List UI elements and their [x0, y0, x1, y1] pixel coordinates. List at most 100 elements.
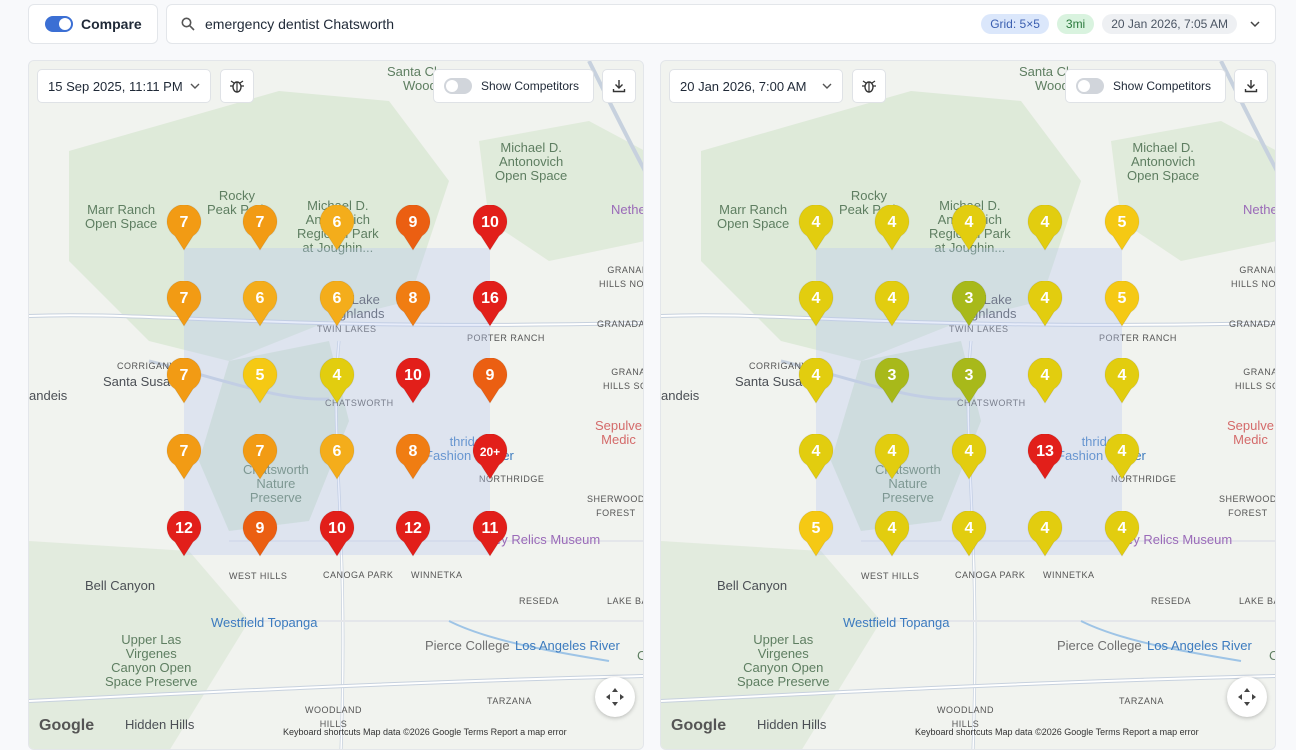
rank-value: 4 — [887, 520, 897, 537]
theme-toggle-button[interactable] — [220, 69, 254, 103]
competitors-switch[interactable] — [1076, 78, 1104, 94]
rank-pin[interactable]: 6 — [319, 205, 355, 251]
rank-pin[interactable]: 4 — [798, 358, 834, 404]
rank-pin[interactable]: 16 — [472, 281, 508, 327]
map-label-chatsworth: CHATSWORTH — [325, 398, 394, 408]
rank-pin[interactable]: 4 — [1027, 281, 1063, 327]
map-pin-icon — [951, 205, 987, 251]
rank-value: 4 — [1117, 367, 1127, 384]
map-pin-icon — [472, 511, 508, 557]
rank-value: 3 — [887, 367, 897, 384]
rank-pin[interactable]: 4 — [874, 281, 910, 327]
rank-pin[interactable]: 9 — [395, 205, 431, 251]
rank-pin[interactable]: 4 — [1027, 511, 1063, 557]
google-logo: Google — [39, 717, 95, 734]
rank-pin[interactable]: 13 — [1027, 434, 1063, 480]
download-icon — [1244, 80, 1258, 93]
rank-pin[interactable]: 12 — [395, 511, 431, 557]
scan-date-select[interactable]: 15 Sep 2025, 11:11 PM — [37, 69, 211, 103]
rank-pin[interactable]: 3 — [874, 358, 910, 404]
rank-pin[interactable]: 3 — [951, 358, 987, 404]
scan-date-select[interactable]: 20 Jan 2026, 7:00 AM — [669, 69, 843, 103]
rank-pin[interactable]: 4 — [319, 358, 355, 404]
rank-pin[interactable]: 10 — [472, 205, 508, 251]
rank-pin[interactable]: 4 — [951, 205, 987, 251]
map-pin-icon — [242, 281, 278, 327]
map-pin-icon — [951, 434, 987, 480]
left-map-panel[interactable]: Santa Clara Woodl Michael D. Antonovich O… — [28, 60, 644, 750]
rank-pin[interactable]: 20+ — [472, 434, 508, 480]
download-button[interactable] — [602, 69, 636, 103]
theme-toggle-button[interactable] — [852, 69, 886, 103]
map-label-sepulveda: Sepulve Medic — [1227, 418, 1274, 447]
rank-pin[interactable]: 4 — [1104, 511, 1140, 557]
rank-pin[interactable]: 12 — [166, 511, 202, 557]
rank-pin[interactable]: 4 — [874, 434, 910, 480]
rank-pin[interactable]: 8 — [395, 281, 431, 327]
rank-pin[interactable]: 4 — [1027, 358, 1063, 404]
map-label-northridge: NORTHRIDGE — [1111, 474, 1177, 484]
rank-pin[interactable]: 10 — [319, 511, 355, 557]
map-label-chatsworth: CHATSWORTH — [957, 398, 1026, 408]
show-competitors-toggle[interactable]: Show Competitors — [433, 69, 594, 103]
compare-toggle-switch[interactable] — [45, 16, 73, 32]
map-pin-icon — [1104, 434, 1140, 480]
rank-pin[interactable]: 4 — [951, 434, 987, 480]
rank-pin[interactable]: 7 — [242, 205, 278, 251]
rank-pin[interactable]: 5 — [1104, 205, 1140, 251]
map-pin-icon — [395, 281, 431, 327]
rank-value: 5 — [811, 520, 821, 537]
rank-value: 7 — [179, 443, 189, 460]
map-label-marr-ranch: Marr Ranch Open Space — [717, 202, 790, 231]
compare-toggle-button[interactable]: Compare — [28, 4, 158, 44]
rank-value: 7 — [255, 443, 265, 460]
rank-pin[interactable]: 5 — [1104, 281, 1140, 327]
rank-pin[interactable]: 6 — [319, 434, 355, 480]
rank-pin[interactable]: 7 — [166, 358, 202, 404]
map-pin-icon — [951, 358, 987, 404]
rank-pin[interactable]: 7 — [166, 205, 202, 251]
rank-pin[interactable]: 10 — [395, 358, 431, 404]
rank-pin[interactable]: 4 — [1104, 434, 1140, 480]
rank-pin[interactable]: 5 — [798, 511, 834, 557]
rank-pin[interactable]: 4 — [874, 205, 910, 251]
rank-pin[interactable]: 4 — [1027, 205, 1063, 251]
rank-pin[interactable]: 9 — [242, 511, 278, 557]
rank-pin[interactable]: 4 — [951, 511, 987, 557]
rank-pin[interactable]: 4 — [1104, 358, 1140, 404]
rank-pin[interactable]: 11 — [472, 511, 508, 557]
rank-pin[interactable]: 6 — [319, 281, 355, 327]
download-icon — [612, 80, 626, 93]
download-button[interactable] — [1234, 69, 1268, 103]
rank-pin[interactable]: 7 — [242, 434, 278, 480]
search-keyword[interactable]: emergency dentist Chatsworth — [205, 16, 395, 32]
rank-value: 7 — [179, 214, 189, 231]
rank-pin[interactable]: 5 — [242, 358, 278, 404]
rank-pin[interactable]: 4 — [798, 434, 834, 480]
competitors-switch[interactable] — [444, 78, 472, 94]
map-label-pierce-college: Pierce College — [425, 638, 510, 653]
chevron-down-icon[interactable] — [1249, 18, 1261, 30]
rank-pin[interactable]: 8 — [395, 434, 431, 480]
rank-pin[interactable]: 3 — [951, 281, 987, 327]
rank-pin[interactable]: 6 — [242, 281, 278, 327]
map-attribution[interactable]: Keyboard shortcuts Map data ©2026 Google… — [915, 727, 1199, 737]
recenter-button[interactable] — [595, 677, 635, 717]
map-label-woodland-hills: WOODLAND HILLS — [305, 705, 363, 729]
recenter-button[interactable] — [1227, 677, 1267, 717]
rank-pin[interactable]: 4 — [798, 205, 834, 251]
rank-value: 8 — [408, 290, 418, 307]
rank-pin[interactable]: 7 — [166, 434, 202, 480]
rank-pin[interactable]: 7 — [166, 281, 202, 327]
map-attribution[interactable]: Keyboard shortcuts Map data ©2026 Google… — [283, 727, 567, 737]
search-bar[interactable]: emergency dentist Chatsworth Grid: 5×5 3… — [166, 4, 1276, 44]
rank-pin[interactable]: 4 — [798, 281, 834, 327]
show-competitors-toggle[interactable]: Show Competitors — [1065, 69, 1226, 103]
map-label-michael-antonovich: Michael D. Antonovich Open Space — [1127, 140, 1200, 183]
rank-pin[interactable]: 4 — [874, 511, 910, 557]
map-pin-icon — [1027, 434, 1063, 480]
rank-pin[interactable]: 9 — [472, 358, 508, 404]
